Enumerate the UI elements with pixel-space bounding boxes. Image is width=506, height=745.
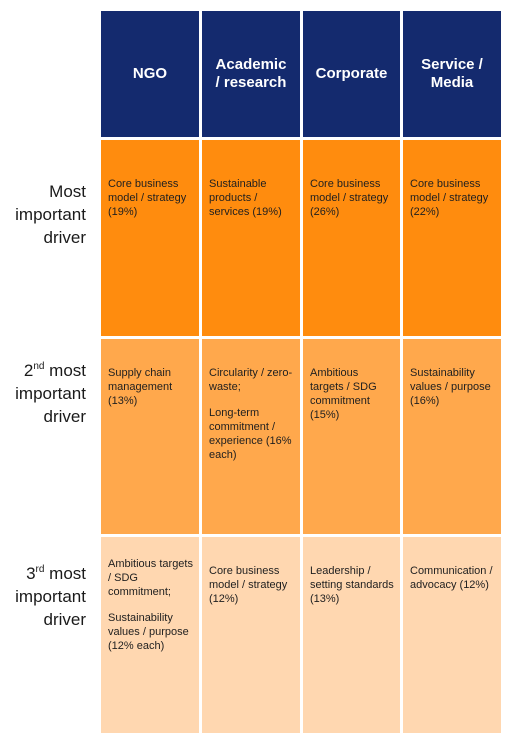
column-header-service-media: Service / Media <box>403 11 501 137</box>
row-label-ordinal-suffix: rd <box>35 564 45 575</box>
row-label-third-most-important: 3rd most important driver <box>0 562 86 631</box>
column-header-line: Corporate <box>315 65 388 82</box>
table-cell: Leadership / setting standards (13%) <box>303 537 400 733</box>
row-label-line: most <box>44 361 86 380</box>
cell-text: Long-term commitment / experience (16% e… <box>209 407 292 461</box>
column-header-academic: Academic / research <box>202 11 300 137</box>
column-header-ngo: NGO <box>101 11 199 137</box>
table-cell: Sustainability values / purpose (16%) <box>403 339 501 534</box>
row-label-second-most-important: 2nd most important driver <box>0 359 86 428</box>
table-cell: Ambitious targets / SDG commitment (15%) <box>303 339 400 534</box>
table-cell: Communication / advocacy (12%) <box>403 537 501 733</box>
table-cell: Core business model / strategy (26%) <box>303 140 400 336</box>
column-header-line: Media <box>430 74 474 91</box>
cell-text: Sustainable products / services (19%) <box>209 178 282 218</box>
row-label-line: important <box>15 384 86 403</box>
cell-text: Circularity / zero-waste; <box>209 367 293 393</box>
cell-text: Communication / advocacy (12%) <box>410 565 493 591</box>
cell-text: Supply chain management (13%) <box>108 367 173 407</box>
cell-text: Ambitious targets / SDG commitment; <box>108 558 193 598</box>
row-label-line: most <box>44 564 86 583</box>
row-label-line: important <box>15 205 86 224</box>
table-cell: Core business model / strategy (19%) <box>101 140 199 336</box>
column-header-line: / research <box>215 74 287 91</box>
row-label-most-important: Most important driver <box>0 180 86 249</box>
table-cell: Ambitious targets / SDG commitment; Sust… <box>101 537 199 733</box>
table-cell: Circularity / zero-waste; Long-term comm… <box>202 339 300 534</box>
row-label-line: driver <box>43 228 86 247</box>
row-label-line: Most <box>49 182 86 201</box>
cell-text: Sustainability values / purpose (16%) <box>410 367 491 407</box>
cell-text: Ambitious targets / SDG commitment (15%) <box>310 367 377 421</box>
column-header-line: Academic <box>215 56 287 73</box>
table-cell: Core business model / strategy (12%) <box>202 537 300 733</box>
row-label-line: driver <box>43 407 86 426</box>
table-cell: Supply chain management (13%) <box>101 339 199 534</box>
cell-text: Core business model / strategy (26%) <box>310 178 389 218</box>
row-label-ordinal: 3 <box>26 564 36 583</box>
cell-text: Core business model / strategy (12%) <box>209 565 288 605</box>
column-header-line: Service / <box>421 56 483 73</box>
row-label-ordinal-suffix: nd <box>33 361 45 372</box>
cell-text: Core business model / strategy (19%) <box>108 178 187 218</box>
row-label-ordinal: 2 <box>23 361 34 380</box>
column-header-corporate: Corporate <box>303 11 400 137</box>
cell-text: Sustainability values / purpose (12% eac… <box>108 612 189 652</box>
cell-text: Core business model / strategy (22%) <box>410 178 489 218</box>
table-cell: Core business model / strategy (22%) <box>403 140 501 336</box>
table-cell: Sustainable products / services (19%) <box>202 140 300 336</box>
row-label-line: important <box>15 587 86 606</box>
row-label-line: driver <box>43 610 86 629</box>
cell-text: Leadership / setting standards (13%) <box>310 565 394 605</box>
column-header-line: NGO <box>132 65 168 82</box>
